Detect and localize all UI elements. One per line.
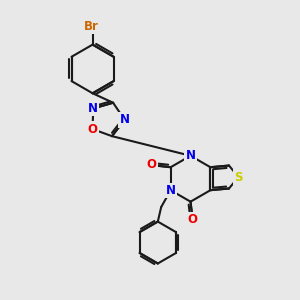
Text: S: S (234, 170, 243, 184)
Text: O: O (88, 123, 98, 136)
Text: N: N (185, 149, 196, 162)
Text: O: O (146, 158, 156, 171)
Text: Br: Br (83, 20, 98, 33)
Text: N: N (88, 102, 98, 115)
Text: O: O (187, 213, 197, 226)
Text: N: N (166, 184, 176, 197)
Text: N: N (120, 113, 130, 126)
